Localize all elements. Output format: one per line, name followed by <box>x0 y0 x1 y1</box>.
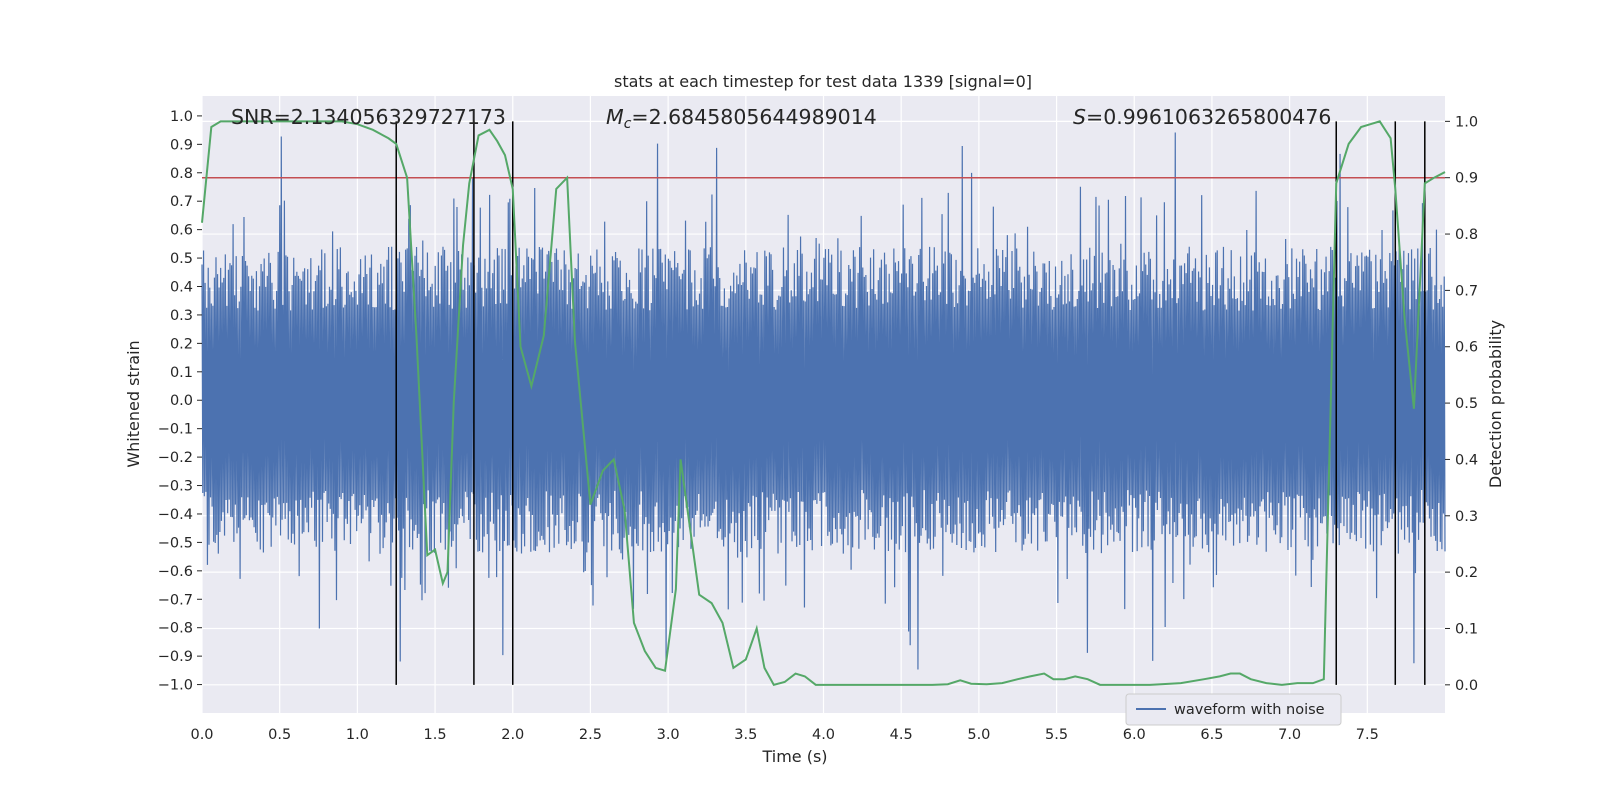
x-tick-13: 6.5 <box>1200 727 1223 743</box>
probability-line <box>201 120 1446 686</box>
x-tick-12: 6.0 <box>1123 727 1146 743</box>
s-symbol: S <box>1073 105 1086 129</box>
y2-tick-0: 1.0 <box>1455 114 1478 130</box>
y-tick-7: 0.3 <box>170 308 193 324</box>
y-tick-2: 0.8 <box>170 166 193 182</box>
y2-axis-label: Detection probability <box>1486 320 1505 488</box>
y-tick-13: −0.3 <box>158 479 193 495</box>
y2-tick-7: 0.3 <box>1455 509 1478 525</box>
y2-tick-1: 0.9 <box>1455 171 1478 187</box>
y-tick-3: 0.7 <box>170 194 193 210</box>
y2-tick-6: 0.4 <box>1455 452 1478 468</box>
y2-tick-5: 0.5 <box>1455 396 1478 412</box>
y-tick-18: −0.8 <box>158 621 193 637</box>
y-tick-0: 1.0 <box>170 109 193 125</box>
x-tick-9: 4.5 <box>890 727 913 743</box>
y-tick-20: −1.0 <box>158 678 193 694</box>
legend-box <box>1125 693 1342 726</box>
waveform-series <box>201 132 1446 670</box>
mc-value: =2.6845805644989014 <box>631 105 876 129</box>
x-tick-8: 4.0 <box>812 727 835 743</box>
y2-ticks: 1.0 0.9 0.8 0.7 0.6 0.5 0.4 0.3 0.2 0.1 0.0 <box>1445 114 1478 694</box>
s-annotation: S=0.9961063265800476 <box>1073 105 1331 129</box>
probability-series <box>201 120 1446 686</box>
x-ticks: 0.0 0.5 1.0 1.5 2.0 2.5 3.0 3.5 4.0 4.5 5.0 5.5 6.0 6… <box>190 727 1378 743</box>
legend: waveform with noise <box>1125 693 1342 726</box>
x-tick-3: 1.5 <box>424 727 447 743</box>
y-tick-1: 0.9 <box>170 137 193 153</box>
y-ticks: 1.0 0.9 0.8 0.7 0.6 0.5 0.4 0.3 0.2 0.1 0.0 −0.1 −0.… <box>158 109 202 694</box>
legend-label: waveform with noise <box>1174 702 1325 718</box>
y-tick-9: 0.1 <box>170 365 193 381</box>
y2-tick-8: 0.2 <box>1455 565 1478 581</box>
y-tick-6: 0.4 <box>170 280 193 296</box>
x-tick-6: 3.0 <box>657 727 680 743</box>
y-tick-4: 0.6 <box>170 223 193 239</box>
vertical-lines <box>395 121 1426 685</box>
mc-subscript: c <box>624 116 632 132</box>
x-tick-7: 3.5 <box>734 727 757 743</box>
y2-tick-3: 0.7 <box>1455 283 1478 299</box>
chart-title: stats at each timestep for test data 133… <box>614 72 1032 91</box>
y-tick-8: 0.2 <box>170 336 193 352</box>
y-axis-label: Whitened strain <box>124 340 143 467</box>
x-tick-0: 0.0 <box>190 727 213 743</box>
y-tick-15: −0.5 <box>158 535 193 551</box>
x-tick-4: 2.0 <box>501 727 524 743</box>
y-tick-16: −0.6 <box>158 564 193 580</box>
x-tick-15: 7.5 <box>1356 727 1379 743</box>
waveform-line <box>201 132 1446 670</box>
x-tick-11: 5.5 <box>1045 727 1068 743</box>
y2-tick-9: 0.1 <box>1455 621 1478 637</box>
x-axis-label: Time (s) <box>761 747 827 766</box>
s-value: =0.9961063265800476 <box>1086 105 1331 129</box>
x-tick-14: 7.0 <box>1278 727 1301 743</box>
y-tick-5: 0.5 <box>170 251 193 267</box>
x-tick-10: 5.0 <box>967 727 990 743</box>
x-tick-2: 1.0 <box>346 727 369 743</box>
y-tick-10: 0.0 <box>170 393 193 409</box>
y2-tick-4: 0.6 <box>1455 340 1478 356</box>
mc-symbol: M <box>606 105 624 129</box>
y-tick-14: −0.4 <box>158 507 193 523</box>
chirp-mass-annotation: Mc=2.6845805644989014 <box>606 105 877 132</box>
y-tick-19: −0.9 <box>158 649 193 665</box>
y2-tick-10: 0.0 <box>1455 678 1478 694</box>
snr-annotation: SNR=2.134056329727173 <box>231 105 506 129</box>
y-tick-17: −0.7 <box>158 592 193 608</box>
y-tick-12: −0.2 <box>158 450 193 466</box>
x-tick-5: 2.5 <box>579 727 602 743</box>
x-tick-1: 0.5 <box>268 727 291 743</box>
y-tick-11: −0.1 <box>158 422 193 438</box>
y2-tick-2: 0.8 <box>1455 227 1478 243</box>
